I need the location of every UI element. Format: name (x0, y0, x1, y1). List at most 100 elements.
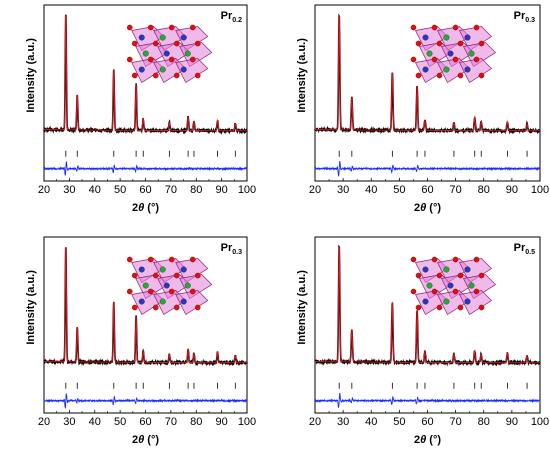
x-tick-label: 60 (421, 416, 433, 428)
x-tick-label: 30 (63, 416, 75, 428)
cation-atom (159, 66, 166, 73)
x-tick-label: 60 (139, 416, 151, 428)
oxygen-atom (189, 288, 196, 295)
cation-atom (422, 298, 429, 305)
cation-atom (443, 298, 450, 305)
crystal-structure-icon (126, 256, 213, 316)
oxygen-atom (173, 272, 180, 279)
cation-atom (422, 266, 429, 273)
oxygen-atom (189, 256, 196, 263)
x-tick-label: 100 (238, 416, 256, 428)
oxygen-atom (473, 288, 480, 295)
oxygen-atom (131, 72, 138, 79)
sample-label: Pr0.3 (514, 10, 535, 24)
oxygen-atom (152, 40, 159, 47)
oxygen-atom (147, 24, 154, 31)
oxygen-atom (452, 288, 459, 295)
x-tick-label: 90 (216, 416, 228, 428)
x-tick-label: 20 (38, 184, 50, 196)
x-tick-label: 40 (365, 184, 377, 196)
oxygen-atom (457, 304, 464, 311)
x-tick-label: 80 (478, 416, 490, 428)
crystal-structure-icon (126, 24, 213, 84)
oxygen-atom (431, 256, 438, 263)
x-tick-label: 90 (506, 184, 518, 196)
oxygen-atom (436, 304, 443, 311)
oxygen-atom (431, 24, 438, 31)
cation-atom (159, 298, 166, 305)
cation-atom (180, 266, 187, 273)
cation-atom (163, 50, 170, 57)
cation-atom (464, 298, 471, 305)
oxygen-atom (410, 56, 417, 63)
oxygen-atom (436, 40, 443, 47)
xrd-panel-4: 20 30 40 50 60 70 80 90 100 2θ (°) Intensity (a.u.… (296, 236, 549, 446)
oxygen-atom (152, 272, 159, 279)
difference-series (43, 161, 248, 176)
calculated-series (315, 247, 540, 364)
x-tick-label: 40 (89, 416, 101, 428)
oxygen-atom (415, 72, 422, 79)
oxygen-atom (452, 256, 459, 263)
x-axis-title: 2θ (°) (132, 202, 159, 214)
x-tick-label: 50 (114, 184, 126, 196)
x-tick-label: 20 (309, 184, 321, 196)
oxygen-atom (147, 288, 154, 295)
oxygen-atom (473, 24, 480, 31)
x-tick-label: 70 (165, 416, 177, 428)
x-tick-label: 60 (421, 184, 433, 196)
oxygen-atom (168, 256, 175, 263)
oxygen-atom (410, 288, 417, 295)
oxygen-atom (452, 24, 459, 31)
oxygen-atom (173, 40, 180, 47)
cation-atom (138, 266, 145, 273)
oxygen-atom (473, 56, 480, 63)
cation-atom (180, 34, 187, 41)
cation-atom (142, 282, 149, 289)
x-tick-label: 30 (63, 184, 75, 196)
y-axis-title: Intensity (a.u.) (25, 270, 37, 345)
x-tick-label: 70 (450, 184, 462, 196)
calculated-series (44, 247, 247, 364)
crystal-structure-icon (410, 256, 497, 316)
x-tick-label: 20 (309, 416, 321, 428)
oxygen-atom (147, 256, 154, 263)
xrd-panel-1: 20 30 40 50 60 70 80 90 100 2θ (°) Intensity (a.u.… (25, 4, 256, 214)
cation-atom (443, 34, 450, 41)
oxygen-atom (126, 24, 133, 31)
oxygen-atom (168, 288, 175, 295)
cation-atom (443, 266, 450, 273)
x-tick-label: 100 (238, 184, 256, 196)
sample-label: Pr0.5 (514, 242, 535, 256)
oxygen-atom (131, 40, 138, 47)
x-tick-label: 90 (506, 416, 518, 428)
xrd-panel-2: 20 30 40 50 60 70 80 90 100 2θ (°) Intensity (a.u.… (296, 4, 549, 214)
cation-atom (443, 66, 450, 73)
oxygen-atom (478, 304, 485, 311)
cation-atom (468, 282, 475, 289)
x-tick-label: 30 (337, 184, 349, 196)
x-tick-label: 70 (165, 184, 177, 196)
cation-atom (426, 282, 433, 289)
x-tick-label: 20 (38, 416, 50, 428)
cation-atom (159, 266, 166, 273)
x-tick-label: 50 (393, 184, 405, 196)
oxygen-atom (457, 272, 464, 279)
oxygen-atom (457, 40, 464, 47)
oxygen-atom (431, 56, 438, 63)
cation-atom (138, 298, 145, 305)
oxygen-atom (452, 56, 459, 63)
oxygen-atom (189, 56, 196, 63)
calculated-series (315, 15, 540, 132)
cation-atom (184, 50, 191, 57)
oxygen-atom (152, 72, 159, 79)
oxygen-atom (415, 272, 422, 279)
cation-atom (138, 34, 145, 41)
x-tick-label: 80 (190, 184, 202, 196)
x-tick-label: 100 (531, 184, 549, 196)
oxygen-atom (415, 304, 422, 311)
x-tick-label: 80 (478, 184, 490, 196)
oxygen-atom (436, 72, 443, 79)
xrd-panel-3: 20 30 40 50 60 70 80 90 100 2θ (°) Intensity (a.u.… (25, 236, 256, 446)
difference-series (314, 392, 541, 409)
